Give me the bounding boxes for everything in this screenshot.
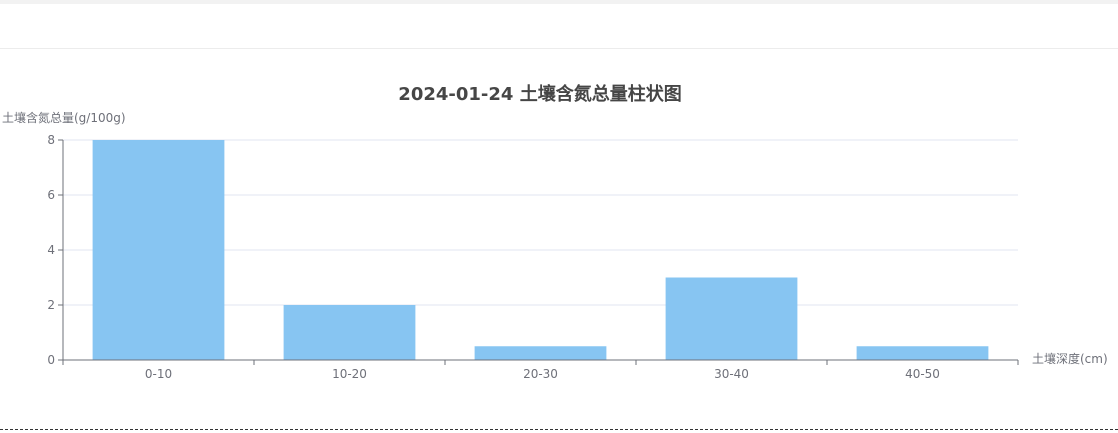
axes: 0 2 4 6 8 0-10 10-20 20-30 30-40 40-50 bbox=[47, 133, 1019, 381]
header-area bbox=[0, 4, 1118, 49]
x-tick-label: 20-30 bbox=[523, 367, 558, 381]
y-tick-label: 4 bbox=[47, 243, 55, 257]
y-tick-label: 2 bbox=[47, 298, 55, 312]
bar-40-50[interactable] bbox=[856, 346, 989, 360]
x-tick-label: 0-10 bbox=[145, 367, 172, 381]
top-strip bbox=[0, 0, 1118, 4]
bar-10-20[interactable] bbox=[283, 305, 416, 360]
chart-panel: 2024-01-24 土壤含氮总量柱状图 土壤含氮总量(g/100g) 土壤深度… bbox=[0, 49, 1118, 429]
bottom-divider bbox=[0, 429, 1118, 430]
bar-0-10[interactable] bbox=[92, 140, 225, 360]
bars bbox=[92, 140, 989, 361]
y-tick-label: 6 bbox=[47, 188, 55, 202]
chart-title: 2024-01-24 土壤含氮总量柱状图 bbox=[398, 83, 681, 105]
x-tick-label: 40-50 bbox=[905, 367, 940, 381]
x-tick-label: 10-20 bbox=[332, 367, 367, 381]
y-tick-label: 8 bbox=[47, 133, 55, 147]
y-tick-label: 0 bbox=[47, 353, 55, 367]
y-axis-label: 土壤含氮总量(g/100g) bbox=[2, 110, 126, 125]
x-tick-label: 30-40 bbox=[714, 367, 749, 381]
bar-30-40[interactable] bbox=[665, 277, 798, 361]
x-axis-label: 土壤深度(cm) bbox=[1032, 351, 1108, 366]
bar-20-30[interactable] bbox=[474, 346, 607, 360]
bar-chart: 2024-01-24 土壤含氮总量柱状图 土壤含氮总量(g/100g) 土壤深度… bbox=[2, 83, 1108, 381]
